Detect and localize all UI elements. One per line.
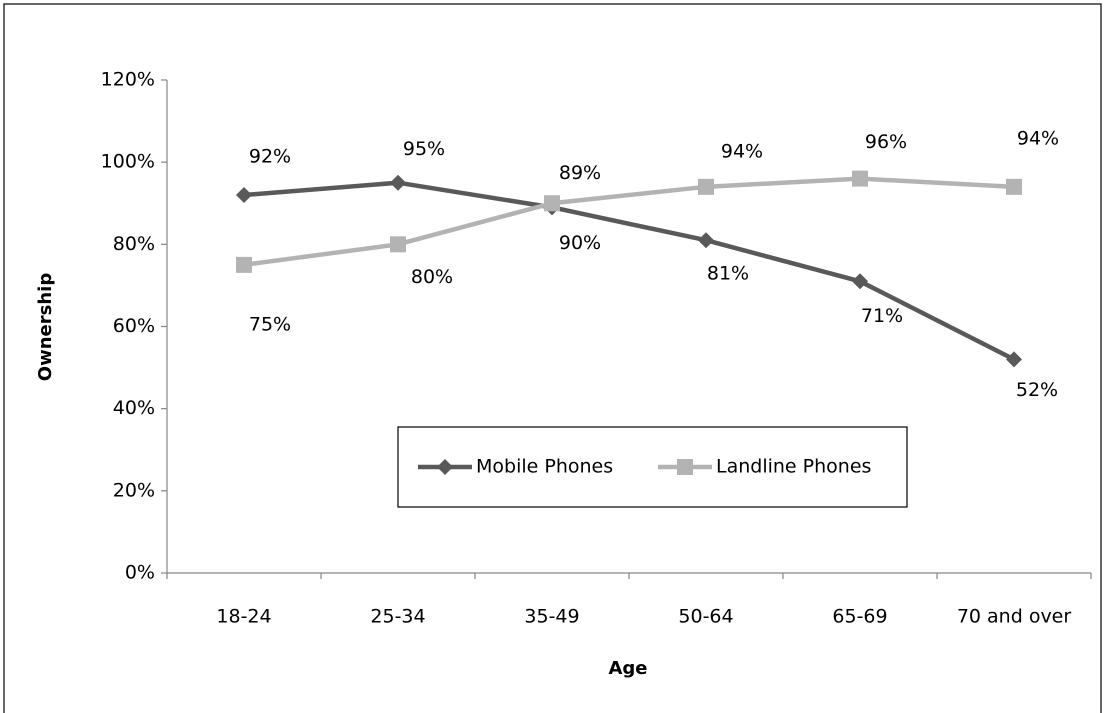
data-label: 92% [249,146,291,168]
y-tick-label: 40% [113,397,155,419]
point [236,187,252,204]
legend [397,426,908,508]
y-tick-label: 80% [113,233,155,255]
data-label: 80% [411,266,453,288]
point [390,174,406,191]
x-tick-label: 18-24 [216,606,271,628]
point [1006,351,1022,368]
y-tick-label: 120% [101,69,155,91]
chart-border [3,3,1102,713]
data-label: 94% [721,140,763,162]
data-label: 81% [707,263,749,285]
data-label: 90% [559,232,601,254]
y-axis-title: Ownership [35,273,56,382]
x-tick-label: 65-69 [832,606,887,628]
x-axis-title: Age [608,658,647,679]
data-label: 71% [861,305,903,327]
point [698,178,714,195]
y-tick-label: 60% [113,315,155,337]
data-label: 89% [559,162,601,184]
y-tick-label: 100% [101,151,155,173]
point [390,236,406,253]
x-tick-label: 50-64 [678,606,733,628]
legend-label: Landline Phones [716,456,871,478]
point [852,273,868,290]
point [677,459,693,475]
data-label: 52% [1016,379,1058,401]
point [544,195,560,212]
point [236,256,252,273]
data-label: 96% [865,131,907,153]
y-tick-label: 20% [113,479,155,501]
point [1006,178,1022,195]
x-tick-label: 35-49 [524,606,579,628]
series-line [243,180,1016,362]
x-tick-label: 70 and over [957,606,1072,628]
point [852,170,868,187]
data-label: 94% [1017,127,1059,149]
x-tick-label: 25-34 [370,606,425,628]
point [437,459,453,475]
point [698,232,714,249]
data-label: 95% [403,138,445,160]
series-line [243,176,1015,268]
legend-label: Mobile Phones [476,456,613,478]
y-tick-label: 0% [125,562,155,584]
data-label: 75% [249,313,291,335]
